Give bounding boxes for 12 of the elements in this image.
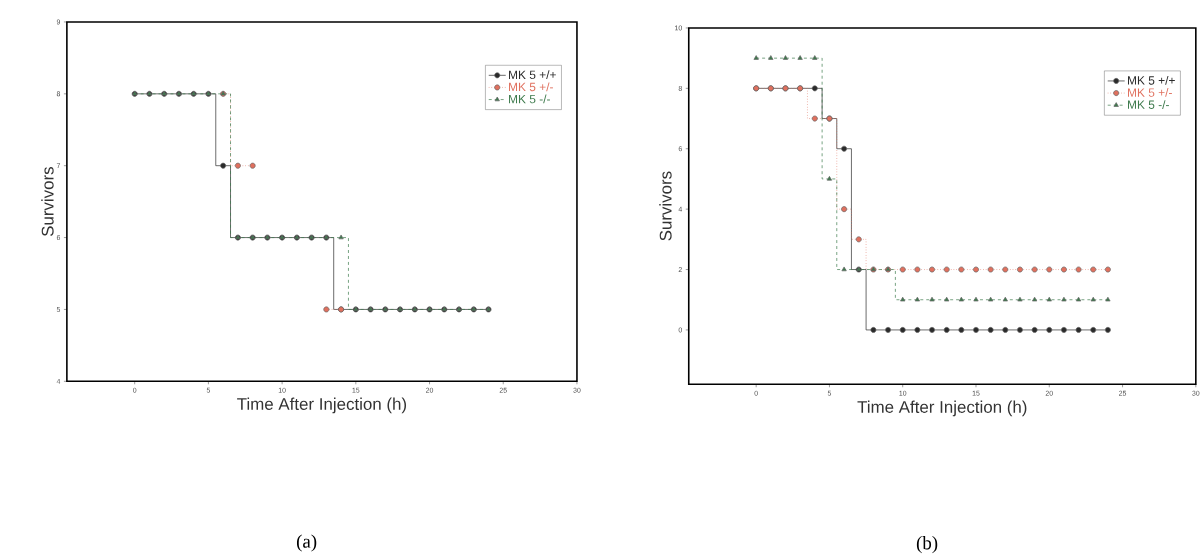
x-axis-title: Time After Injection (h) (857, 400, 1027, 417)
text: (b) (916, 536, 938, 554)
y-axis-title: Survivors (659, 171, 672, 241)
legend-label: MK 5 +/- (1128, 88, 1172, 97)
x-axis-title: Time After Injection (h) (237, 397, 407, 414)
legend-label: MK 5 +/+ (509, 70, 556, 80)
legend-label: MK 5 -/- (1128, 100, 1169, 110)
text: (a) (296, 534, 317, 552)
legend-label: MK 5 +/+ (1128, 76, 1175, 85)
legend-label: MK 5 -/- (509, 94, 550, 104)
y-axis-title: Survivors (41, 167, 54, 237)
legend-label: MK 5 +/- (509, 82, 553, 92)
